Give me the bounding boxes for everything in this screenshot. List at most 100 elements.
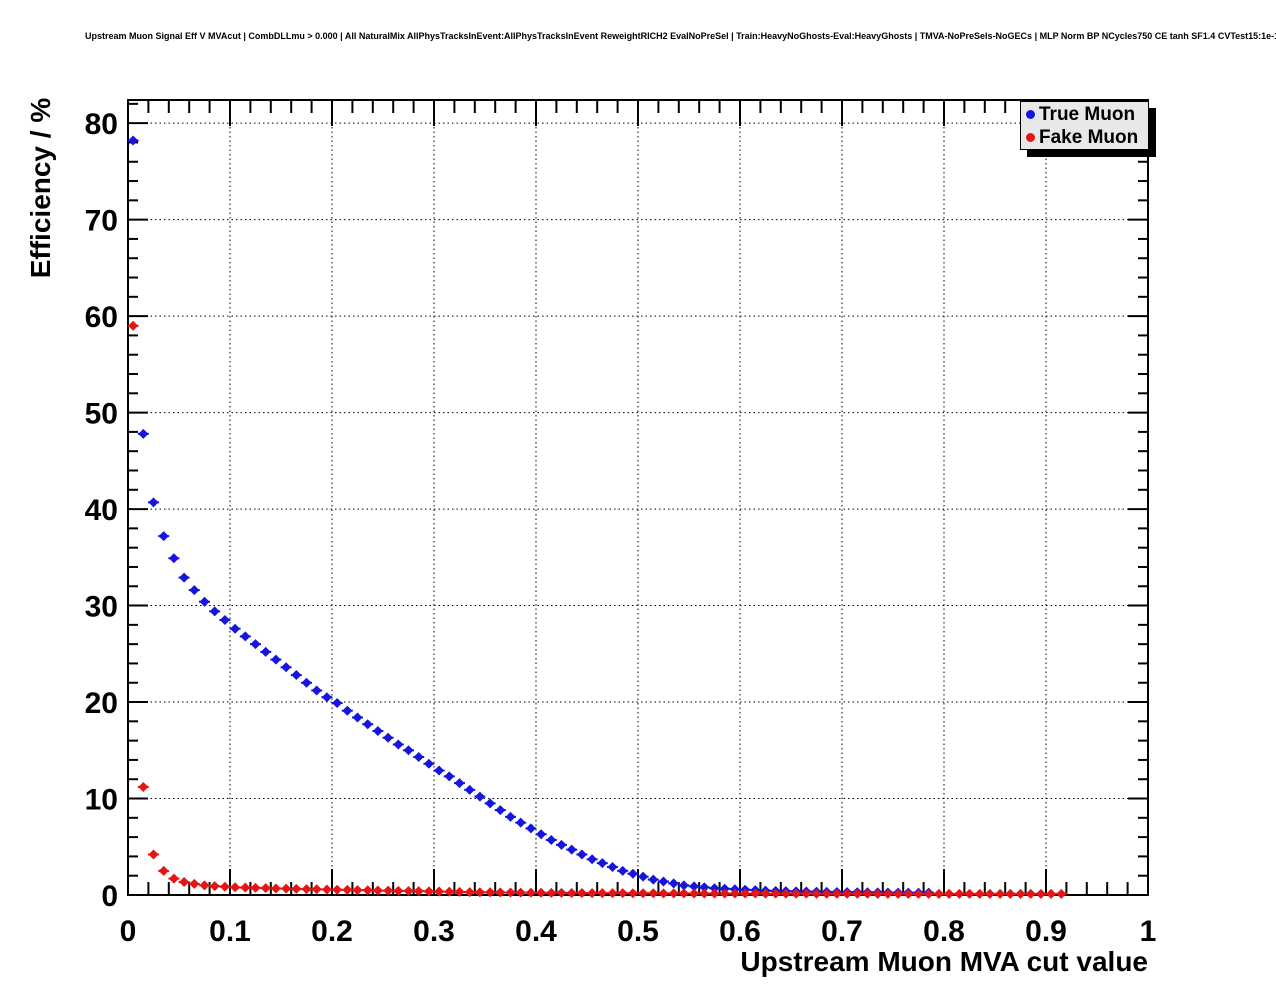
x-tick-label: 0.2 bbox=[311, 915, 353, 948]
data-point-marker bbox=[464, 887, 475, 898]
series-true-muon bbox=[127, 135, 935, 898]
data-point-marker bbox=[291, 670, 302, 681]
data-point-marker bbox=[689, 881, 700, 892]
data-point-marker bbox=[617, 865, 628, 876]
data-point-marker bbox=[372, 885, 383, 896]
data-point-marker bbox=[668, 878, 679, 889]
data-point-marker bbox=[750, 888, 761, 899]
data-point-marker bbox=[485, 887, 496, 898]
data-point-marker bbox=[852, 888, 863, 899]
data-point-marker bbox=[444, 886, 455, 897]
data-point-marker bbox=[495, 805, 506, 816]
data-point-marker bbox=[281, 883, 292, 894]
data-point-marker bbox=[403, 885, 414, 896]
data-point-marker bbox=[576, 887, 587, 898]
x-tick-label: 1 bbox=[1140, 915, 1157, 948]
data-point-marker bbox=[933, 888, 944, 899]
data-point-marker bbox=[505, 887, 516, 898]
data-point-marker bbox=[250, 882, 261, 893]
data-point-marker bbox=[944, 888, 955, 899]
data-point-marker bbox=[219, 881, 230, 892]
data-point-marker bbox=[270, 883, 281, 894]
data-point-marker bbox=[638, 888, 649, 899]
data-point-marker bbox=[474, 887, 485, 898]
data-point-marker bbox=[862, 888, 873, 899]
data-point-marker bbox=[240, 631, 251, 642]
data-point-marker bbox=[525, 887, 536, 898]
data-point-marker bbox=[627, 888, 638, 899]
data-point-marker bbox=[362, 719, 373, 730]
data-point-marker bbox=[505, 811, 516, 822]
data-point-marker bbox=[648, 874, 659, 885]
data-point-marker bbox=[474, 791, 485, 802]
data-point-marker bbox=[128, 320, 139, 331]
data-point-marker bbox=[383, 885, 394, 896]
data-point-marker bbox=[597, 858, 608, 869]
data-point-marker bbox=[138, 781, 149, 792]
data-point-marker bbox=[984, 888, 995, 899]
y-tick-label: 80 bbox=[85, 108, 118, 141]
data-point-marker bbox=[321, 692, 332, 703]
x-tick-label: 0 bbox=[120, 915, 137, 948]
plot-title: Upstream Muon Signal Eff V MVAcut | Comb… bbox=[85, 31, 1276, 41]
data-point-marker bbox=[158, 531, 169, 542]
data-point-marker bbox=[780, 888, 791, 899]
legend-entry-true-muon: True Muon bbox=[1021, 103, 1148, 126]
data-point-marker bbox=[791, 888, 802, 899]
data-point-marker bbox=[740, 888, 751, 899]
data-point-marker bbox=[1035, 888, 1046, 899]
data-point-marker bbox=[995, 888, 1006, 899]
data-point-marker bbox=[587, 854, 598, 865]
data-point-marker bbox=[179, 572, 190, 583]
data-point-marker bbox=[587, 888, 598, 899]
y-tick-label: 10 bbox=[85, 784, 118, 817]
data-point-marker bbox=[209, 606, 220, 617]
data-point-marker bbox=[148, 849, 159, 860]
data-point-marker bbox=[658, 876, 669, 887]
data-point-marker bbox=[607, 862, 618, 873]
x-tick-label: 0.9 bbox=[1025, 915, 1067, 948]
data-point-marker bbox=[709, 888, 720, 899]
plot-frame bbox=[127, 99, 1149, 896]
data-point-marker bbox=[260, 883, 271, 894]
data-point-marker bbox=[689, 888, 700, 899]
data-point-marker bbox=[566, 887, 577, 898]
data-point-marker bbox=[332, 698, 343, 709]
data-point-marker bbox=[413, 752, 424, 763]
data-point-marker bbox=[403, 745, 414, 756]
y-tick-label: 0 bbox=[101, 880, 118, 913]
data-point-marker bbox=[230, 882, 241, 893]
data-point-marker bbox=[770, 888, 781, 899]
y-tick-label: 40 bbox=[85, 494, 118, 527]
data-point-marker bbox=[413, 886, 424, 897]
data-point-marker bbox=[321, 884, 332, 895]
data-point-marker bbox=[301, 677, 312, 688]
data-point-marker bbox=[148, 497, 159, 508]
data-point-marker bbox=[128, 135, 139, 146]
data-point-marker bbox=[168, 873, 179, 884]
data-point-marker bbox=[964, 888, 975, 899]
y-tick-label: 60 bbox=[85, 301, 118, 334]
legend-label: Fake Muon bbox=[1039, 126, 1139, 148]
data-point-marker bbox=[811, 888, 822, 899]
data-point-marker bbox=[372, 725, 383, 736]
x-tick-label: 0.6 bbox=[719, 915, 761, 948]
data-point-marker bbox=[525, 823, 536, 834]
data-point-marker bbox=[556, 887, 567, 898]
data-point-marker bbox=[719, 888, 730, 899]
series-fake-muon bbox=[127, 320, 1067, 899]
data-point-marker bbox=[893, 888, 904, 899]
x-tick-label: 0.3 bbox=[413, 915, 455, 948]
true-muon-marker-icon bbox=[1026, 109, 1035, 119]
legend-entry-fake-muon: Fake Muon bbox=[1021, 126, 1148, 149]
legend-label: True Muon bbox=[1039, 103, 1136, 125]
data-point-marker bbox=[597, 888, 608, 899]
data-point-marker bbox=[709, 883, 720, 894]
data-point-marker bbox=[454, 778, 465, 789]
data-point-marker bbox=[423, 886, 434, 897]
data-point-marker bbox=[760, 888, 771, 899]
data-point-marker bbox=[444, 771, 455, 782]
data-point-marker bbox=[301, 884, 312, 895]
